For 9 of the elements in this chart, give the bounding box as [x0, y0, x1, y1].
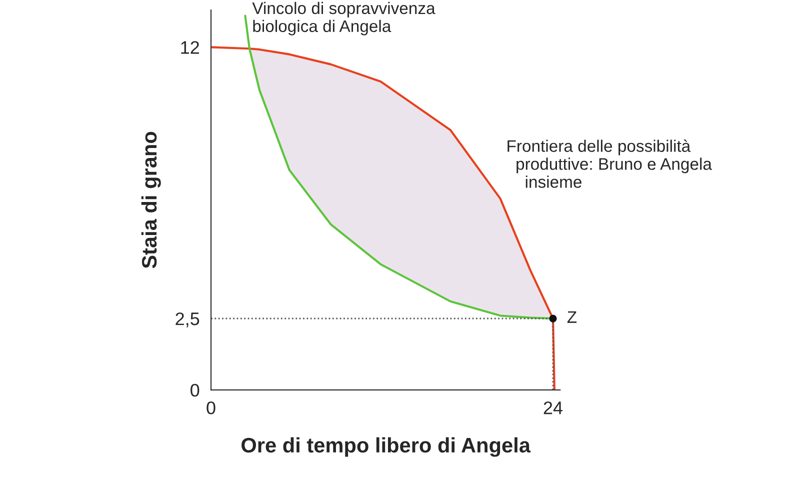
y-tick-label: 0 — [190, 384, 200, 397]
x-tick-label: 24 — [544, 401, 563, 414]
y-tick-label: 12 — [181, 41, 199, 54]
annotation: Z — [567, 311, 577, 323]
annotation: Vincolo di sopravvivenza biologica di Angela — [252, 2, 436, 36]
y-axis-title: Staia di grano — [141, 132, 161, 268]
x-axis-title: Ore di tempo libero di Angela — [242, 437, 531, 457]
y-tick-label: 2,5 — [176, 312, 200, 328]
annotation: Frontiera delle possibilità produttive: Bruno e Angela insieme — [508, 140, 712, 188]
